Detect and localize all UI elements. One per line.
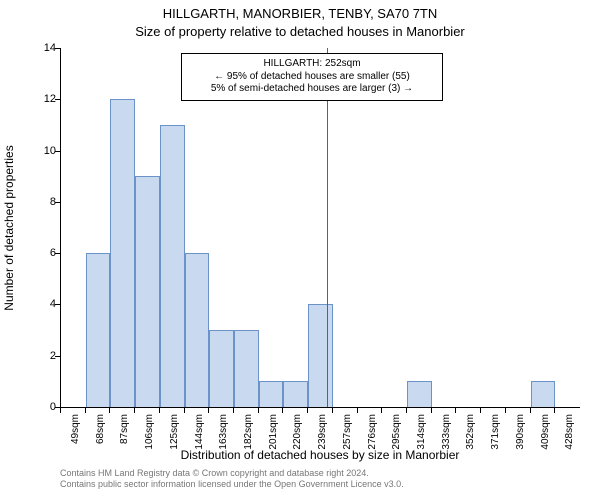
x-tick-mark (455, 408, 456, 413)
annotation-line2: ← 95% of detached houses are smaller (55… (188, 71, 436, 84)
x-tick-mark (184, 408, 185, 413)
footer-line1: Contains HM Land Registry data © Crown c… (60, 468, 580, 479)
histogram-bar (185, 253, 210, 407)
histogram-bar (86, 253, 111, 407)
x-tick-mark (159, 408, 160, 413)
chart-container: HILLGARTH, MANORBIER, TENBY, SA70 7TN Si… (0, 0, 600, 500)
histogram-bar (407, 381, 432, 407)
chart-title-main: HILLGARTH, MANORBIER, TENBY, SA70 7TN (0, 6, 600, 21)
y-tick-label: 0 (30, 401, 56, 413)
histogram-bar (110, 99, 135, 407)
y-tick-label: 8 (30, 196, 56, 208)
x-tick-mark (332, 408, 333, 413)
histogram-bar (209, 330, 234, 407)
y-tick-label: 14 (30, 42, 56, 54)
x-tick-mark (431, 408, 432, 413)
y-tick-label: 6 (30, 247, 56, 259)
x-axis-label: Distribution of detached houses by size … (60, 448, 580, 462)
y-axis-label: Number of detached properties (2, 48, 22, 408)
histogram-bar (308, 304, 333, 407)
y-tick-mark (55, 304, 60, 305)
histogram-bar (531, 381, 556, 407)
x-tick-mark (530, 408, 531, 413)
footer-attribution: Contains HM Land Registry data © Crown c… (60, 468, 580, 491)
x-tick-mark (109, 408, 110, 413)
histogram-bar (283, 381, 308, 407)
marker-line (327, 48, 328, 407)
y-tick-mark (55, 253, 60, 254)
x-tick-mark (554, 408, 555, 413)
chart-title-sub: Size of property relative to detached ho… (0, 24, 600, 39)
x-tick-mark (233, 408, 234, 413)
footer-line2: Contains public sector information licen… (60, 479, 580, 490)
histogram-bar (234, 330, 259, 407)
x-tick-mark (282, 408, 283, 413)
y-tick-mark (55, 151, 60, 152)
annotation-line3: 5% of semi-detached houses are larger (3… (188, 83, 436, 96)
x-tick-mark (357, 408, 358, 413)
y-tick-mark (55, 356, 60, 357)
y-tick-label: 4 (30, 298, 56, 310)
y-tick-label: 10 (30, 145, 56, 157)
x-tick-mark (307, 408, 308, 413)
x-tick-mark (505, 408, 506, 413)
y-tick-mark (55, 99, 60, 100)
x-tick-mark (60, 408, 61, 413)
x-tick-mark (258, 408, 259, 413)
y-tick-mark (55, 48, 60, 49)
plot-area: HILLGARTH: 252sqm← 95% of detached house… (60, 48, 580, 408)
histogram-bar (135, 176, 160, 407)
histogram-bar (160, 125, 185, 407)
x-tick-mark (480, 408, 481, 413)
x-tick-mark (406, 408, 407, 413)
histogram-bar (259, 381, 284, 407)
x-tick-mark (134, 408, 135, 413)
x-tick-mark (85, 408, 86, 413)
annotation-box: HILLGARTH: 252sqm← 95% of detached house… (181, 53, 443, 101)
x-tick-mark (381, 408, 382, 413)
y-tick-mark (55, 202, 60, 203)
x-tick-mark (208, 408, 209, 413)
y-tick-label: 12 (30, 93, 56, 105)
y-tick-label: 2 (30, 350, 56, 362)
annotation-line1: HILLGARTH: 252sqm (188, 58, 436, 71)
